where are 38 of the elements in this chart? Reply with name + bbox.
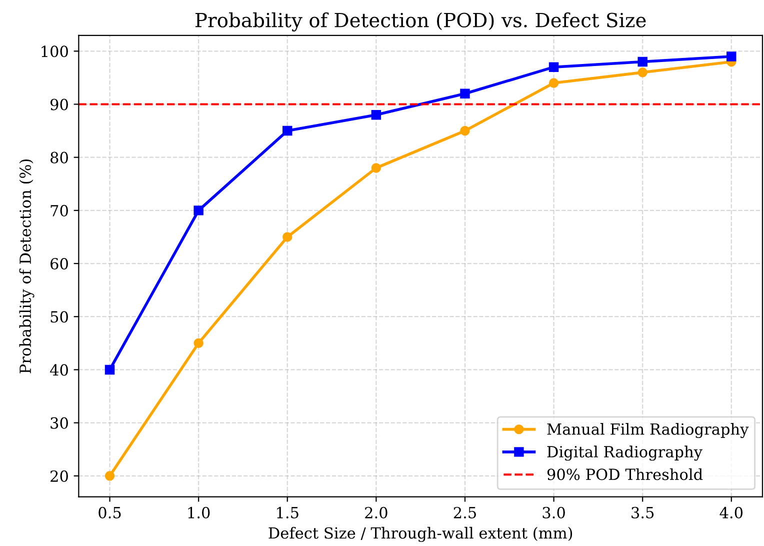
- x-tick-label: 2.5: [454, 506, 476, 518]
- point: [282, 126, 292, 136]
- x-tick-label: 4.0: [720, 506, 743, 518]
- point: [460, 88, 470, 98]
- point: [371, 110, 382, 120]
- point: [194, 338, 204, 348]
- point: [460, 126, 470, 136]
- point: [371, 163, 382, 173]
- x-tick-label: 3.0: [542, 506, 565, 518]
- x-tick-label: 2.0: [365, 506, 388, 518]
- point: [104, 364, 115, 375]
- point: [282, 232, 292, 242]
- legend-label: 90% POD Threshold: [547, 468, 703, 480]
- y-tick-label: 50: [50, 311, 68, 323]
- x-tick-label: 1.5: [277, 506, 298, 518]
- point: [638, 68, 648, 78]
- chart-title: Probability of Detection (POD) vs. Defect Size: [196, 12, 646, 32]
- y-tick-label: 100: [42, 46, 68, 58]
- point: [104, 471, 115, 481]
- y-tick-label: 70: [50, 204, 68, 216]
- y-tick-label: 90: [50, 98, 68, 110]
- point: [194, 206, 204, 216]
- y-tick-label: 80: [50, 152, 68, 164]
- x-tick-label: 1.0: [188, 506, 210, 518]
- y-axis-title: Probability of Detection (%): [19, 159, 34, 374]
- legend-label: Manual Film Radiography: [547, 423, 749, 438]
- y-tick-label: 30: [50, 417, 68, 429]
- point: [726, 52, 736, 62]
- x-axis-title: Defect Size / Through-wall extent (mm): [268, 526, 572, 542]
- y-tick-label: 60: [50, 258, 68, 270]
- y-tick-label: 40: [50, 364, 68, 376]
- y-tick-label: 20: [50, 470, 68, 482]
- x-tick-label: 0.5: [98, 506, 121, 518]
- point: [548, 78, 559, 88]
- point: [638, 56, 648, 67]
- legend-label: Digital Radiography: [547, 446, 702, 461]
- x-tick-label: 3.5: [632, 506, 654, 518]
- point: [548, 62, 559, 72]
